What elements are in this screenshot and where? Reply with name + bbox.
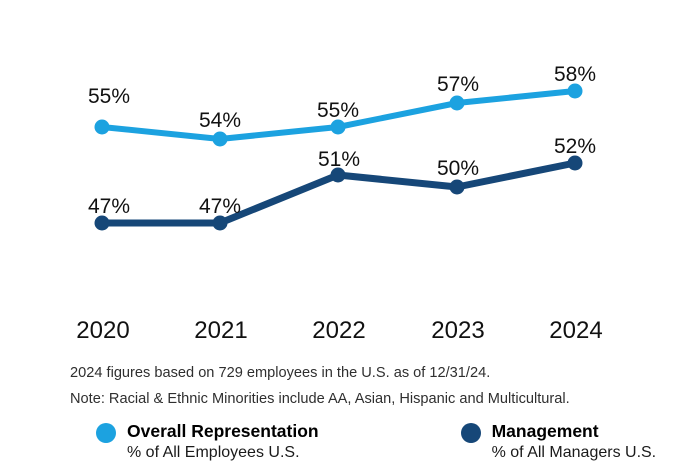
x-axis-label-2022: 2022 [312, 317, 365, 344]
footnote-line-1: 2024 figures based on 729 employees in t… [70, 365, 491, 381]
legend-title: Management [491, 421, 599, 441]
footnote-line-2: Note: Racial & Ethnic Minorities include… [70, 391, 570, 407]
x-axis-label-2021: 2021 [194, 317, 247, 344]
x-axis-label-2023: 2023 [431, 317, 484, 344]
data-label-overall-representation-2024: 58% [554, 63, 596, 86]
legend-text-overall-representation: Overall Representation % of All Employee… [127, 420, 319, 464]
x-axis-label-2020: 2020 [76, 317, 129, 344]
x-axis-label-2024: 2024 [549, 317, 602, 344]
data-label-management-2022: 51% [318, 148, 360, 171]
data-label-management-2020: 47% [88, 195, 130, 218]
legend-subtitle: % of All Managers U.S. [491, 444, 657, 461]
legend-title: Overall Representation [127, 421, 319, 441]
legend-dot-management [460, 423, 481, 443]
data-label-management-2021: 47% [199, 195, 241, 218]
data-point-management-2022 [330, 167, 346, 183]
data-label-management-2023: 50% [437, 157, 479, 180]
data-point-management-2024 [567, 155, 583, 171]
data-point-overall-representation-2022 [330, 119, 346, 135]
legend-dot-overall-representation [96, 423, 116, 443]
data-point-overall-representation-2020 [94, 119, 110, 135]
data-point-overall-representation-2023 [449, 95, 465, 111]
legend-subtitle: % of All Employees U.S. [127, 444, 300, 461]
legend-text-management: Management % of All Managers U.S. [492, 420, 657, 464]
legend-item-management: Management % of All Managers U.S. [460, 420, 657, 464]
line-chart: 55% 54% 55% 57% 58% 47% 47% 51% 50% 52% 2020 2021 20… [76, 63, 602, 344]
data-label-overall-representation-2020: 55% [88, 85, 130, 108]
data-point-overall-representation-2024 [567, 83, 583, 99]
legend-item-overall-representation: Overall Representation % of All Employee… [96, 420, 319, 464]
data-point-overall-representation-2021 [212, 131, 228, 147]
data-point-management-2023 [449, 179, 465, 195]
footnotes: 2024 figures based on 729 employees in t… [70, 360, 670, 412]
data-label-management-2024: 52% [554, 135, 596, 158]
data-label-overall-representation-2022: 55% [317, 99, 359, 122]
data-label-overall-representation-2021: 54% [199, 109, 241, 132]
data-label-overall-representation-2023: 57% [437, 73, 479, 96]
data-point-management-2021 [212, 215, 228, 231]
data-point-management-2020 [94, 215, 110, 231]
chart-legend: Overall Representation % of All Employee… [96, 420, 656, 464]
